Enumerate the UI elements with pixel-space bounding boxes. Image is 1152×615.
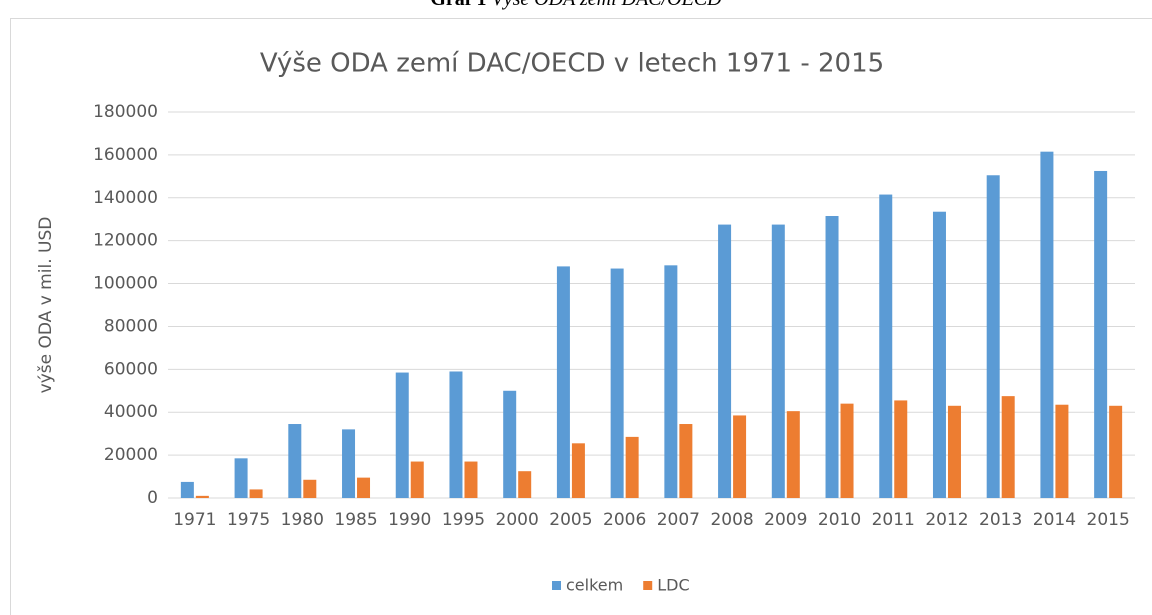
bar	[464, 461, 478, 498]
bar	[840, 403, 854, 498]
y-tick-label: 140000	[93, 188, 158, 208]
x-tick-label: 2010	[818, 510, 861, 530]
bar	[249, 489, 263, 498]
bar	[664, 265, 678, 498]
x-tick-label: 2015	[1087, 510, 1130, 530]
bar	[947, 405, 961, 498]
x-tick-label: 2011	[872, 510, 915, 530]
bar	[679, 424, 693, 498]
bar	[1094, 170, 1108, 498]
y-tick-label: 40000	[104, 402, 158, 422]
bar	[1001, 396, 1015, 498]
bar	[625, 436, 639, 498]
legend-label: celkem	[566, 576, 623, 595]
bar	[234, 458, 248, 498]
bar	[180, 481, 194, 498]
y-tick-label: 180000	[93, 102, 158, 122]
figure-caption: Graf 1 Výše ODA zemí DAC/OECD	[0, 0, 1152, 11]
x-tick-label: 2000	[496, 510, 539, 530]
bar	[556, 266, 570, 498]
y-tick-label: 0	[147, 488, 158, 508]
bar	[610, 268, 624, 498]
bar	[288, 424, 302, 498]
y-tick-label: 20000	[104, 445, 158, 465]
caption-text: Výše ODA zemí DAC/OECD	[491, 0, 721, 10]
bar	[894, 400, 908, 498]
bar	[986, 175, 1000, 498]
x-tick-label: 1995	[442, 510, 485, 530]
x-tick-label: 2012	[925, 510, 968, 530]
x-tick-label: 1985	[334, 510, 377, 530]
bar	[571, 443, 585, 498]
x-tick-label: 1971	[173, 510, 216, 530]
y-tick-label: 120000	[93, 231, 158, 251]
x-tick-label: 2013	[979, 510, 1022, 530]
bar	[718, 224, 732, 499]
chart-title: Výše ODA zemí DAC/OECD v letech 1971 - 2…	[260, 49, 884, 79]
y-tick-label: 60000	[104, 359, 158, 379]
x-tick-label: 2006	[603, 510, 646, 530]
x-tick-label: 1975	[227, 510, 270, 530]
x-tick-label: 2009	[764, 510, 807, 530]
bar	[449, 371, 463, 498]
bar	[825, 216, 839, 498]
x-tick-label: 2014	[1033, 510, 1076, 530]
bar	[786, 411, 800, 498]
caption-label: Graf 1	[430, 0, 486, 10]
y-tick-label: 100000	[93, 274, 158, 294]
bar	[1055, 404, 1069, 498]
x-tick-label: 2007	[657, 510, 700, 530]
legend-swatch	[643, 581, 653, 590]
bar	[932, 211, 946, 498]
bar	[518, 471, 532, 498]
bar	[395, 372, 409, 498]
bar	[303, 479, 317, 498]
y-tick-label: 80000	[104, 316, 158, 336]
bar	[357, 477, 371, 498]
legend-swatch	[552, 581, 561, 590]
bar	[1040, 151, 1054, 498]
bar	[1109, 405, 1123, 498]
bar	[195, 495, 209, 498]
y-tick-label: 160000	[93, 145, 158, 165]
x-tick-label: 1980	[281, 510, 324, 530]
bar	[879, 194, 893, 499]
x-tick-label: 2008	[710, 510, 753, 530]
bar	[342, 429, 356, 498]
bar	[410, 461, 424, 498]
chart-frame	[10, 18, 1152, 615]
legend-label: LDC	[657, 576, 689, 595]
bar	[733, 415, 747, 498]
x-tick-label: 1990	[388, 510, 431, 530]
y-axis-label: výše ODA v mil. USD	[36, 217, 56, 394]
bar	[503, 390, 517, 498]
x-tick-label: 2005	[549, 510, 592, 530]
bar	[771, 224, 785, 499]
